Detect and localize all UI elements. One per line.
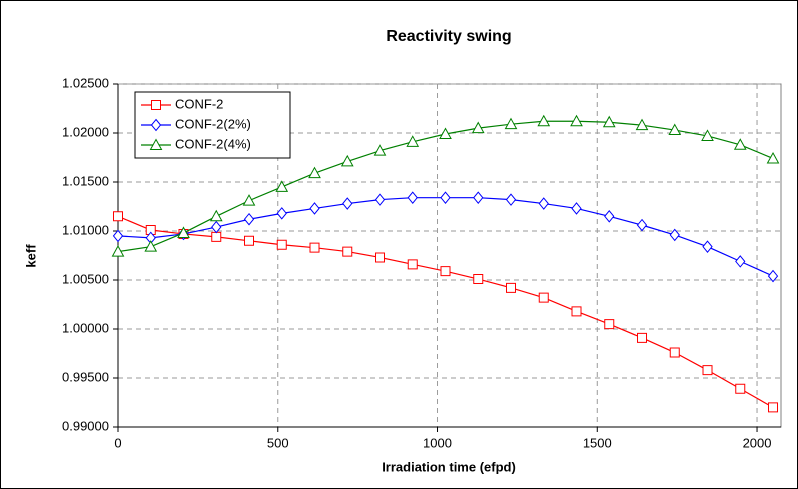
data-point <box>504 117 518 130</box>
data-point <box>276 207 287 220</box>
legend-marker <box>151 100 161 110</box>
data-point <box>242 194 256 206</box>
data-point <box>537 114 551 127</box>
data-point <box>604 319 615 330</box>
data-point <box>211 220 222 234</box>
data-point <box>374 193 386 206</box>
x-tick-label: 1500 <box>583 435 612 450</box>
data-point <box>375 252 386 263</box>
y-axis-label: keff <box>23 244 38 268</box>
data-point <box>276 239 287 250</box>
data-point <box>440 266 451 277</box>
data-point <box>471 121 485 134</box>
data-point <box>636 218 648 232</box>
data-point <box>342 197 353 210</box>
data-point <box>570 114 583 127</box>
data-point <box>407 259 418 270</box>
y-tick-label: 1.02500 <box>62 75 109 90</box>
data-point <box>669 347 680 358</box>
data-point <box>701 129 714 141</box>
data-point <box>406 135 420 147</box>
data-point <box>505 193 517 206</box>
data-point <box>342 246 353 257</box>
data-point <box>275 180 289 192</box>
data-point <box>735 383 746 394</box>
data-point <box>538 292 549 303</box>
data-point <box>668 123 682 136</box>
data-point <box>244 235 255 246</box>
data-point <box>637 332 648 343</box>
y-tick-label: 1.01000 <box>62 222 109 237</box>
data-point <box>111 245 125 257</box>
data-point <box>735 255 746 268</box>
data-point <box>440 191 451 204</box>
x-tick-label: 1000 <box>423 435 452 450</box>
data-point <box>211 231 222 242</box>
legend-label: CONF-2(4%) <box>175 136 251 151</box>
y-tick-label: 0.99000 <box>62 418 109 433</box>
legend-marker <box>150 118 162 132</box>
data-point <box>144 240 158 252</box>
data-point <box>473 191 484 204</box>
data-point <box>243 212 255 226</box>
data-point <box>145 225 156 236</box>
legend-label: CONF-2 <box>175 96 223 111</box>
data-point <box>702 365 713 376</box>
x-axis-label: Irradiation time (efpd) <box>382 459 516 474</box>
data-point <box>767 269 779 283</box>
data-point <box>308 166 321 179</box>
data-point <box>571 306 582 317</box>
data-point <box>733 138 747 150</box>
data-point <box>407 191 418 204</box>
data-point <box>538 197 549 210</box>
y-tick-label: 1.00000 <box>62 320 109 335</box>
data-point <box>309 242 320 253</box>
y-tick-label: 1.00500 <box>62 271 109 286</box>
data-point <box>635 118 649 131</box>
data-point <box>702 240 713 253</box>
data-point <box>112 229 124 243</box>
chart-title: Reactivity swing <box>386 28 511 45</box>
data-point <box>768 402 779 413</box>
x-tick-label: 500 <box>267 435 289 450</box>
data-point <box>373 144 387 156</box>
data-point <box>506 282 517 293</box>
data-point <box>439 127 452 139</box>
data-point <box>473 274 484 285</box>
data-point <box>309 202 320 215</box>
data-point <box>209 209 223 222</box>
x-tick-label: 0 <box>114 435 121 450</box>
data-point <box>340 154 354 167</box>
data-point <box>766 151 780 164</box>
legend-marker <box>149 138 163 150</box>
y-tick-label: 1.02000 <box>62 124 109 139</box>
x-tick-label: 2000 <box>743 435 772 450</box>
y-tick-label: 0.99500 <box>62 369 109 384</box>
data-point <box>113 211 123 222</box>
data-point <box>571 202 582 215</box>
legend-label: CONF-2(2%) <box>175 116 251 131</box>
y-tick-label: 1.01500 <box>62 173 109 188</box>
data-point <box>669 228 680 242</box>
data-point <box>602 115 616 128</box>
data-point <box>177 226 190 238</box>
data-point <box>604 210 615 223</box>
